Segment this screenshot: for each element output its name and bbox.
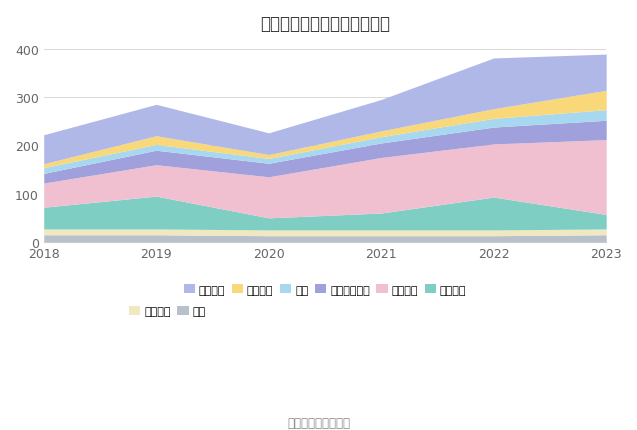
- Title: 历年主要资产堆积图（亿元）: 历年主要资产堆积图（亿元）: [260, 15, 390, 33]
- Legend: 无形资产, 其它: 无形资产, 其它: [125, 301, 210, 321]
- Text: 数据来源：恒生聚源: 数据来源：恒生聚源: [287, 416, 350, 429]
